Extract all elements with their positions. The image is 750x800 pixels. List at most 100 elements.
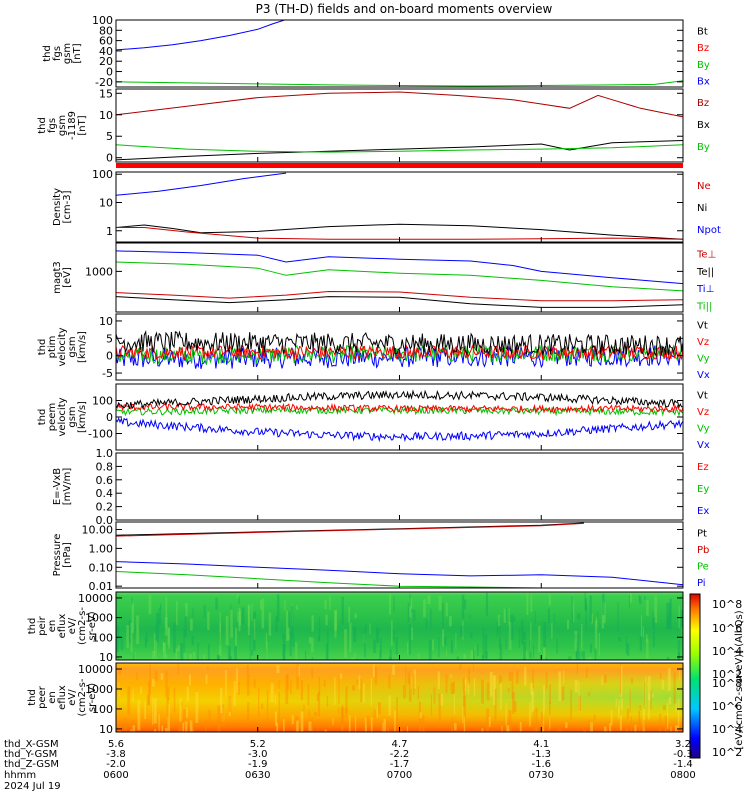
spectrogram-streak xyxy=(618,706,620,720)
spectrogram-streak xyxy=(662,705,666,711)
y-tick-label: 10 xyxy=(99,109,113,122)
spectrogram-streak xyxy=(473,645,475,660)
spectrogram-streak xyxy=(134,652,136,660)
spectrogram-streak xyxy=(413,673,415,695)
spectrogram-streak xyxy=(300,711,304,732)
spectrogram-streak xyxy=(308,721,312,731)
y-axis-label-line: thd xyxy=(27,618,38,635)
spectrogram-streak xyxy=(601,600,604,629)
colorbar-tick-label: 10^6 xyxy=(712,622,742,635)
spectrogram-streak xyxy=(646,638,649,659)
spectrogram-streak xyxy=(618,699,620,714)
spectrogram-streak xyxy=(538,625,541,653)
ephemeris-value: 0800 xyxy=(670,770,695,781)
spectrogram-streak xyxy=(276,594,280,622)
spectrogram-streak xyxy=(543,685,545,712)
y-tick-label: 0.6 xyxy=(96,474,114,487)
legend-entry: Npot xyxy=(697,225,721,236)
y-axis-label-line: gsm xyxy=(67,406,78,427)
y-axis-label-line: [mV/m] xyxy=(62,468,73,506)
panel-4: 1000 magt3[eV] Te⊥ Te|| Ti⊥ Ti|| xyxy=(52,242,716,313)
spectrogram-streak xyxy=(207,644,210,660)
spectrogram-streak xyxy=(389,594,392,615)
spectrogram-streak xyxy=(316,693,319,702)
spectrogram-streak xyxy=(646,634,648,643)
colorbar-tick-label: 10^2 xyxy=(712,746,742,759)
spectrogram-streak xyxy=(253,679,256,688)
spectrogram-streak xyxy=(286,610,289,641)
spectrogram-streak xyxy=(324,600,327,610)
spectrogram-streak xyxy=(661,680,665,690)
spectrogram-streak xyxy=(376,706,379,718)
panel-9: 10 100 1000 10000 thdpeirenefluxeV/(cm2-s-sr… xyxy=(27,591,684,664)
spectrogram-streak xyxy=(561,686,565,701)
spectrogram-streak xyxy=(270,683,274,703)
spectrogram-streak xyxy=(116,625,120,653)
spectrogram-streak xyxy=(230,609,233,638)
spectrogram-streak xyxy=(463,716,466,732)
spectrogram-streak xyxy=(189,674,192,686)
spectrogram-streak xyxy=(391,620,393,647)
spectrogram-streak xyxy=(642,708,645,732)
spectrogram-streak xyxy=(549,715,551,730)
spectrogram-streak xyxy=(432,639,434,651)
series-group xyxy=(116,172,683,240)
spectrogram-streak xyxy=(639,636,643,652)
spectrogram-streak xyxy=(477,644,479,657)
spectrogram-streak xyxy=(677,698,680,730)
spectrogram-streak xyxy=(252,628,256,651)
spectrogram-streak xyxy=(578,695,581,711)
spectrogram-streak xyxy=(601,675,603,686)
ephemeris-value: 4.1 xyxy=(533,739,549,750)
y-axis-label: Density[cm-3] xyxy=(52,188,73,226)
spectrogram-streak xyxy=(180,701,182,709)
spectrogram-streak xyxy=(389,649,392,660)
spectrogram-streak xyxy=(574,679,578,693)
spectrogram-streak xyxy=(222,704,225,726)
spectrogram-streak xyxy=(257,656,260,660)
ephemeris-value: -1.4 xyxy=(673,759,693,770)
spectrogram-streak xyxy=(370,678,373,707)
panel-10: 10 100 1000 10000 thdpeerenefluxeV/(cm2-s-sr… xyxy=(27,662,684,736)
spectrogram-streak xyxy=(638,719,641,732)
spectrogram-streak xyxy=(626,643,630,656)
legend-entry: By xyxy=(697,142,710,153)
spectrogram-streak xyxy=(563,670,565,684)
ephemeris-value: 3.2 xyxy=(675,739,691,750)
colorbar-tick-label: 10^6 xyxy=(712,700,742,713)
y-axis-label-line: thd xyxy=(37,409,48,426)
spectrogram-streak xyxy=(507,725,511,732)
spectrogram-streak xyxy=(152,697,154,725)
spectrogram-streak xyxy=(253,618,256,641)
spectrogram-streak xyxy=(288,610,291,635)
legend-entry: Pb xyxy=(697,545,709,556)
spectrogram-streak xyxy=(493,675,495,706)
spectrogram-streak xyxy=(383,718,386,732)
spectrogram-streak xyxy=(265,633,268,649)
y-axis-label-line: [nPa] xyxy=(62,542,73,568)
spectrogram-streak xyxy=(311,668,314,678)
panel-6: -100 0 100 thdpeemvelocitygsm[km/s] Vt Vz Vy Vx xyxy=(37,383,710,451)
panel-frame xyxy=(115,171,684,243)
y-tick-label: 0 xyxy=(106,66,113,79)
y-axis-label-line: [cm-3] xyxy=(62,190,73,223)
spectrogram-streak xyxy=(400,729,402,732)
y-tick-label: 100 xyxy=(92,168,113,181)
spectrogram-streak xyxy=(578,681,580,713)
spectrogram-streak xyxy=(598,632,601,656)
spectrogram-streak xyxy=(225,670,227,697)
spectrogram-streak xyxy=(310,637,314,653)
spectrogram-streak xyxy=(165,653,168,660)
spectrogram-streak xyxy=(144,701,146,720)
spectrogram-streak xyxy=(470,632,473,639)
spectrogram-streak xyxy=(413,610,416,621)
y-tick-label: 100 xyxy=(92,14,113,27)
y-axis-label: thdfgsgsm[nT] xyxy=(42,43,83,64)
spectrogram-streak xyxy=(419,712,422,719)
spectrogram-streak xyxy=(451,717,453,732)
spectrogram-streak xyxy=(165,670,168,698)
spectrogram-streak xyxy=(450,673,452,679)
spectrogram-streak xyxy=(232,608,234,628)
spectrogram-streak xyxy=(155,640,157,660)
legend-entry: Bx xyxy=(697,120,710,131)
